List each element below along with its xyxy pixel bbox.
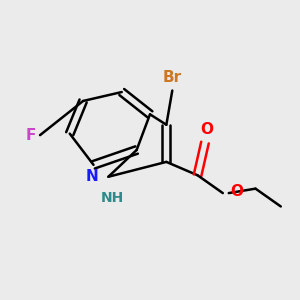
Text: O: O — [230, 184, 243, 199]
Text: N: N — [86, 169, 98, 184]
Text: O: O — [200, 122, 213, 137]
Text: F: F — [25, 128, 36, 142]
Text: Br: Br — [163, 70, 182, 85]
Text: NH: NH — [101, 191, 124, 205]
